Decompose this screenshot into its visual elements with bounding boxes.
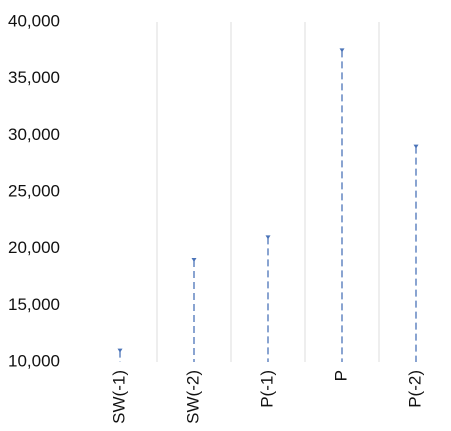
x-tick-label: SW(-1) [109, 370, 128, 424]
stem-marker [414, 145, 419, 149]
y-tick-label: 35,000 [8, 68, 60, 87]
y-tick-label: 15,000 [8, 295, 60, 314]
y-tick-label: 10,000 [8, 351, 60, 370]
x-tick-label: P [331, 370, 350, 381]
stem [340, 48, 345, 362]
stem [192, 258, 197, 362]
y-tick-label: 25,000 [8, 181, 60, 200]
x-tick-label: P(-1) [257, 370, 276, 408]
x-tick-label: P(-2) [405, 370, 424, 408]
stem [266, 235, 271, 362]
stem-marker [266, 235, 271, 239]
stem [118, 349, 123, 362]
y-tick-label: 40,000 [8, 11, 60, 30]
x-tick-label: SW(-2) [183, 370, 202, 424]
stem-marker [118, 349, 123, 353]
y-tick-label: 30,000 [8, 125, 60, 144]
stem-marker [340, 48, 345, 52]
page: 10,000 15,000 20,000 25,000 30,000 35,000 40,0… [0, 0, 451, 431]
y-tick-label: 20,000 [8, 238, 60, 257]
stem-marker [192, 258, 197, 262]
chart: 10,000 15,000 20,000 25,000 30,000 35,000 40,0… [0, 0, 451, 431]
stem [414, 145, 419, 362]
